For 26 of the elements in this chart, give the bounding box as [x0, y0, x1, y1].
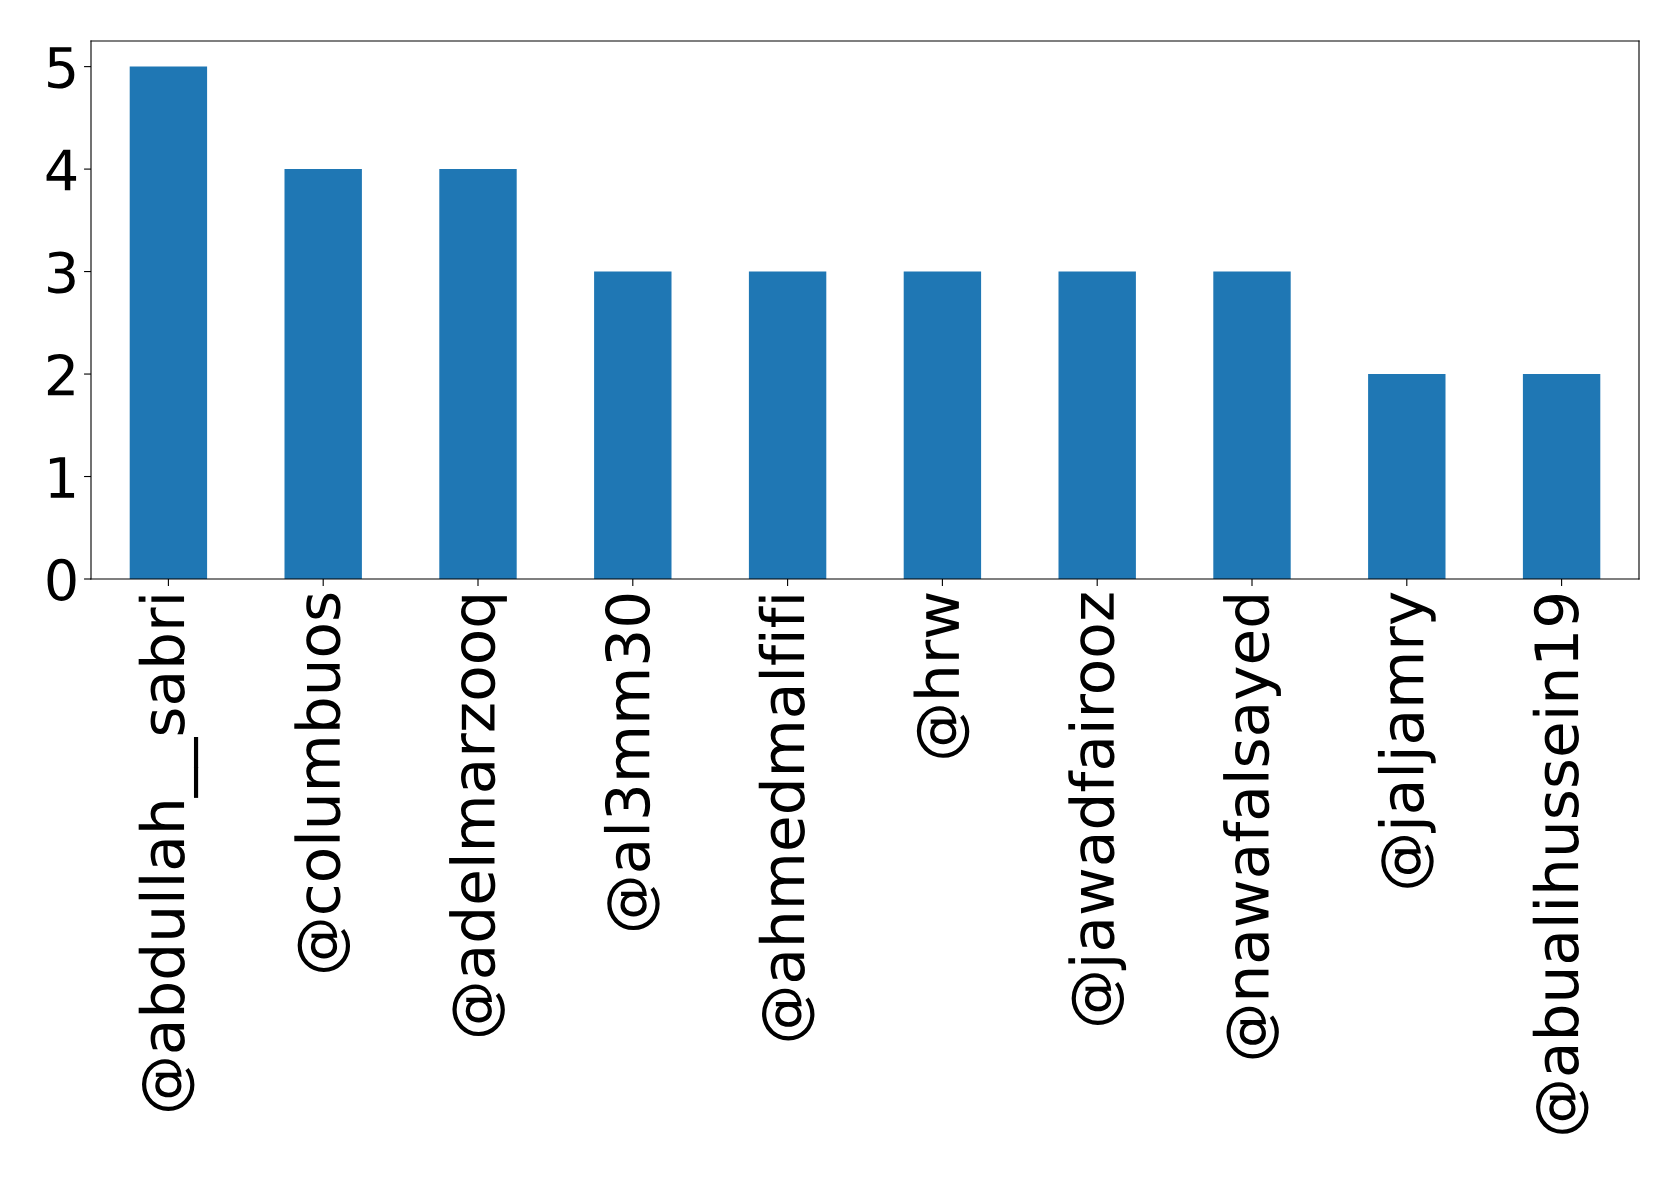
- x-tick-label: @abdullah__sabri: [138, 596, 199, 1111]
- x-tick-label: @abualihussein19: [1532, 595, 1589, 1134]
- bar: [903, 271, 982, 579]
- y-tick-label: 4: [46, 149, 77, 191]
- bar: [129, 66, 208, 579]
- x-tick-label: @ahmedmalfifi: [758, 596, 815, 1041]
- x-tick-label: @columbuos: [294, 593, 351, 972]
- bar: [748, 271, 827, 579]
- x-tick-label: @al3mm30: [603, 594, 660, 931]
- x-tick-label: @nawafalsayed: [1223, 596, 1281, 1059]
- bar: [284, 169, 362, 579]
- y-tick-label: 1: [49, 457, 75, 498]
- bar: [439, 169, 517, 579]
- x-tick-label: @jaljamry: [1377, 592, 1436, 888]
- y-tick-label: 0: [47, 558, 76, 601]
- x-tick-label: @hrw: [913, 593, 970, 758]
- y-tick-label: 5: [48, 47, 75, 89]
- y-tick-label: 2: [47, 353, 74, 396]
- bar: [1368, 374, 1446, 579]
- x-tick-label: @adelmarzooq: [449, 596, 507, 1037]
- bar: [1213, 271, 1291, 579]
- bar: [594, 271, 672, 579]
- x-tick-label: @jawadfairooz: [1068, 593, 1127, 1025]
- bar: [1058, 271, 1136, 579]
- bar: [1522, 374, 1601, 579]
- y-tick-label: 3: [48, 251, 75, 294]
